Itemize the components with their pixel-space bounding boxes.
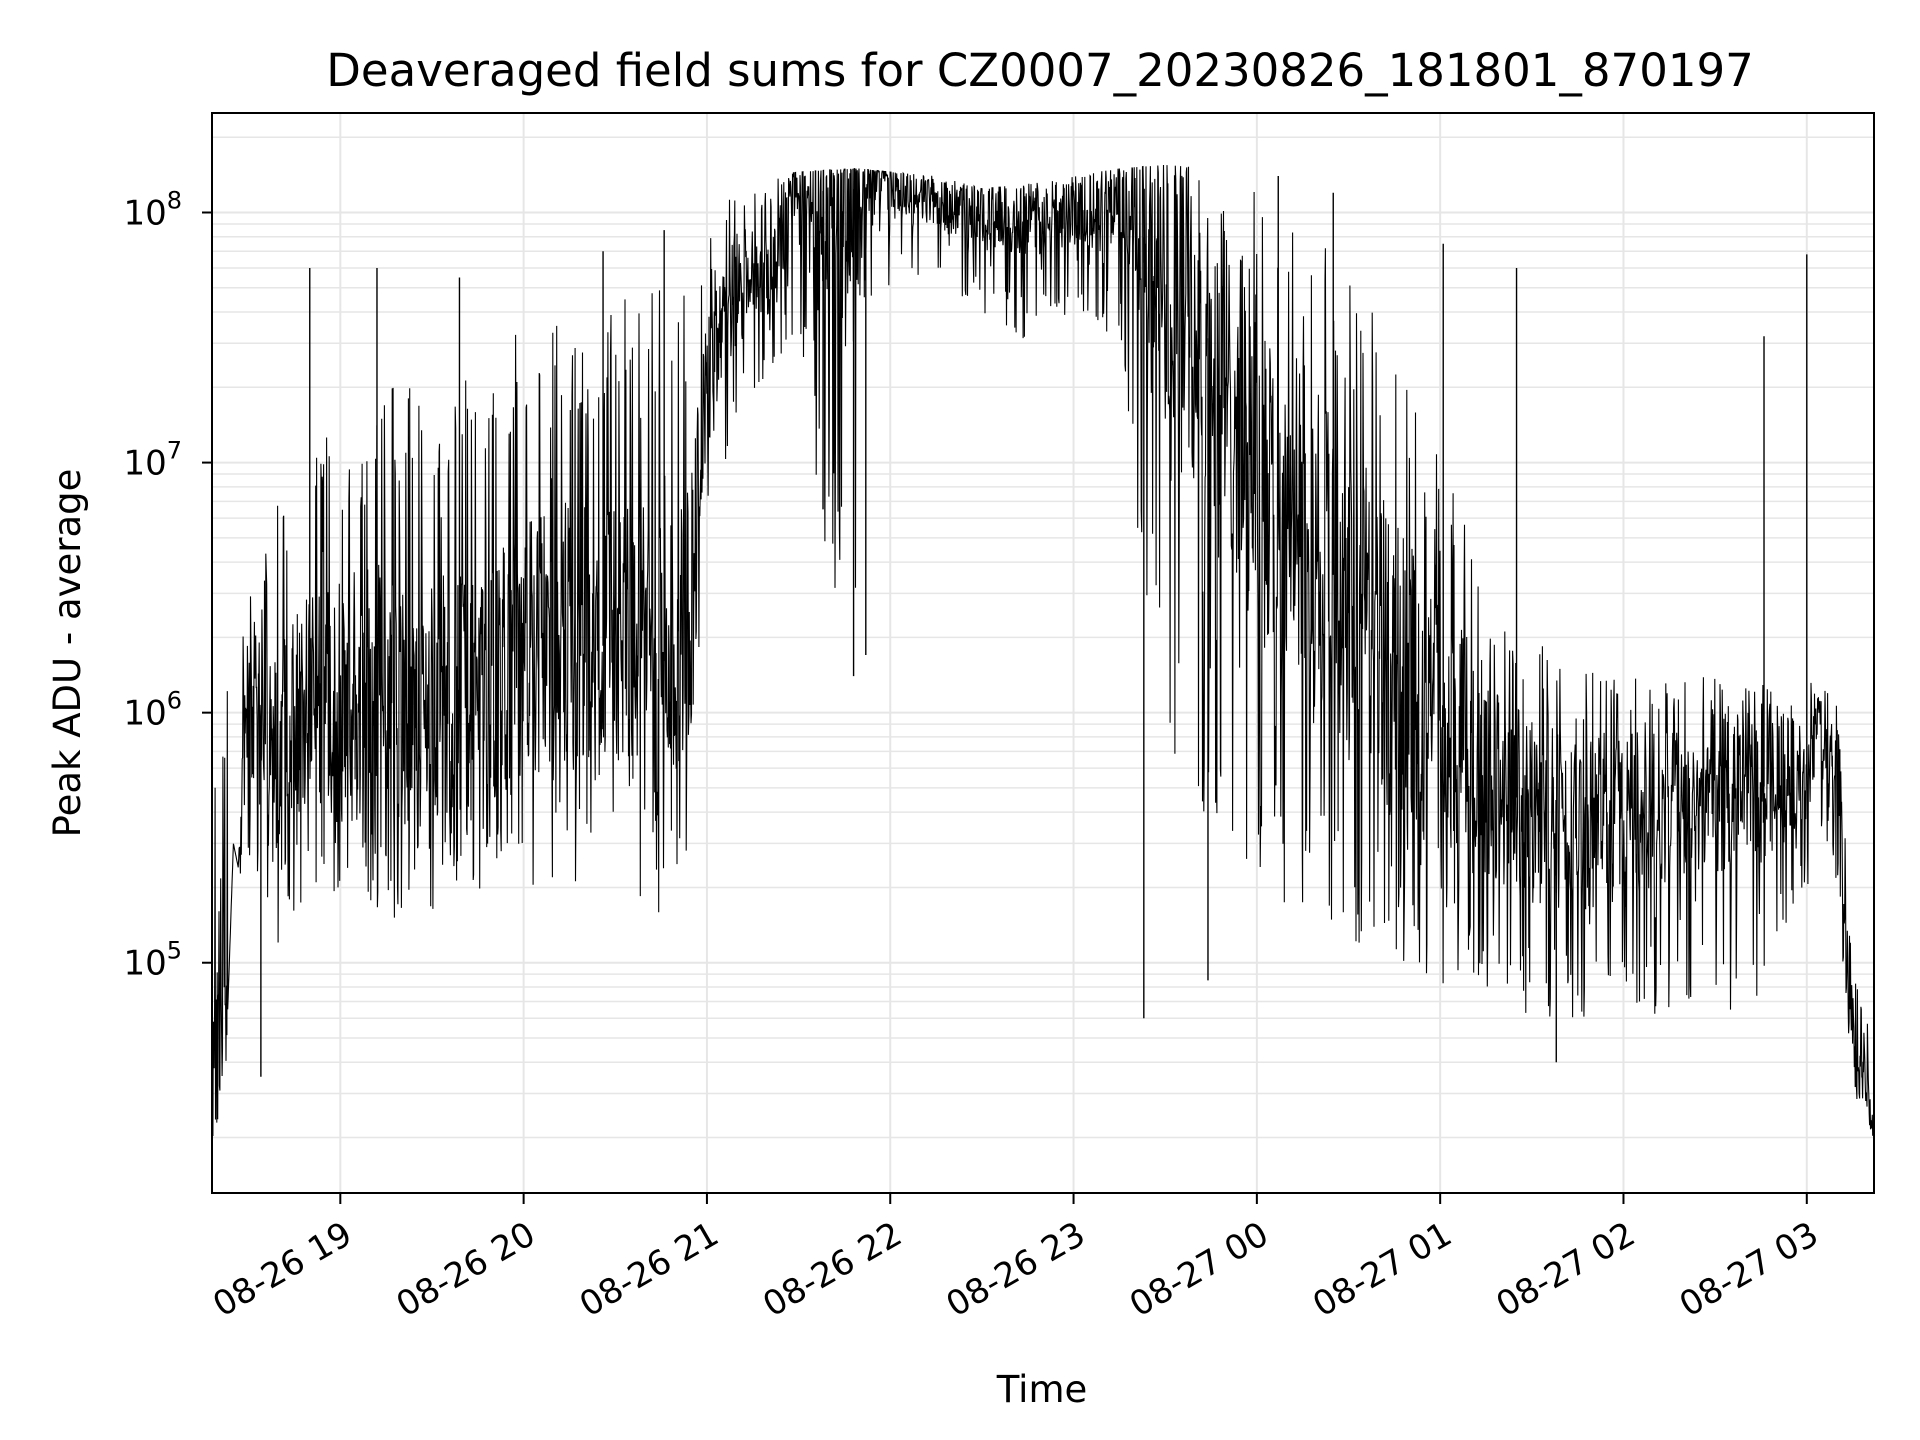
y-tick-base: 10 (123, 194, 166, 234)
y-tick-label: 105 (123, 937, 182, 984)
y-tick-exponent: 6 (167, 687, 182, 715)
y-tick-base: 10 (123, 944, 166, 984)
y-tick-exponent: 7 (167, 437, 182, 465)
y-tick-label: 108 (123, 187, 182, 234)
y-axis-title: Peak ADU - average (46, 469, 89, 838)
chart-title: Deaveraged field sums for CZ0007_2023082… (326, 44, 1753, 97)
series-line (211, 164, 1875, 1140)
y-tick-exponent: 8 (167, 187, 182, 215)
data-series-line (211, 164, 1875, 1140)
y-tick-label: 107 (123, 437, 182, 484)
y-tick-label: 106 (123, 687, 182, 734)
x-axis-title: Time (996, 1368, 1088, 1411)
plot-area-frame (211, 112, 1875, 1194)
y-tick-base: 10 (123, 444, 166, 484)
y-tick-exponent: 5 (167, 937, 182, 965)
y-tick-base: 10 (123, 694, 166, 734)
